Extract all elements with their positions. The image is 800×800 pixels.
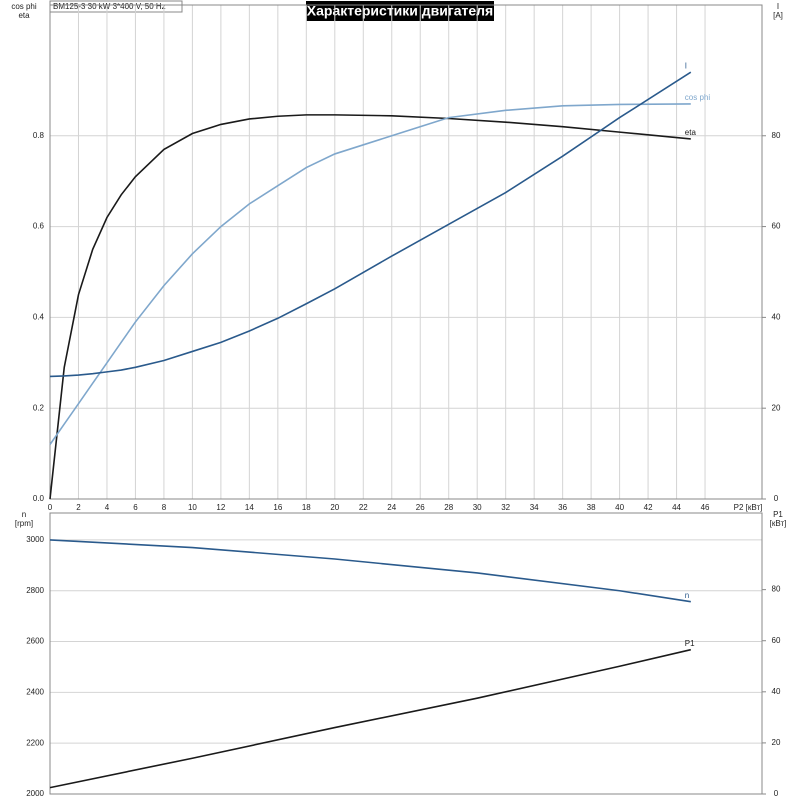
x-tick-label: 18 — [302, 503, 311, 512]
y2-axis-label: [кВт] — [770, 519, 787, 528]
x-tick-label: 32 — [501, 503, 510, 512]
x-tick-label: 0 — [48, 503, 53, 512]
x-tick-label: 34 — [530, 503, 539, 512]
title-box — [306, 1, 494, 21]
curve — [49, 71, 692, 378]
y2-tick-label: 20 — [772, 738, 781, 747]
plot-frame — [49, 512, 763, 795]
x-tick-label: 22 — [359, 503, 368, 512]
y-tick-label: 2400 — [26, 687, 44, 696]
y-tick-label: 2600 — [26, 637, 44, 646]
y-axis-label: [rpm] — [15, 519, 33, 528]
y-axis-label: cos phi — [11, 2, 37, 11]
y2-tick-label: 80 — [772, 585, 781, 594]
curve — [49, 648, 691, 789]
y2-tick-label: 80 — [772, 131, 781, 140]
x-tick-label: 20 — [330, 503, 339, 512]
y-tick-label: 0.6 — [33, 222, 45, 231]
series-label: n — [685, 591, 689, 600]
x-tick-label: 42 — [644, 503, 653, 512]
y-tick-label: 2000 — [26, 789, 44, 798]
x-tick-label: 2 — [76, 503, 81, 512]
plot-frame — [49, 4, 763, 500]
curve — [49, 103, 691, 445]
x-tick-label: 26 — [416, 503, 425, 512]
y-tick-label: 0.2 — [33, 403, 45, 412]
x-tick-label: 44 — [672, 503, 681, 512]
y2-tick-label: 0 — [774, 789, 779, 798]
x-tick-label: 38 — [587, 503, 596, 512]
y-tick-label: 0.0 — [33, 494, 45, 503]
y2-tick-label: 60 — [772, 636, 781, 645]
y2-axis-label: P1 — [773, 510, 783, 519]
y2-axis-label: I — [777, 2, 779, 11]
x-tick-label: 30 — [473, 503, 482, 512]
curve — [49, 539, 691, 603]
series-label: I — [685, 61, 687, 70]
x-axis-label: P2 [кВт] — [734, 503, 763, 512]
x-tick-label: 8 — [162, 503, 167, 512]
curve — [49, 114, 691, 500]
y-tick-label: 0.4 — [33, 312, 45, 321]
x-tick-label: 16 — [273, 503, 282, 512]
x-tick-label: 40 — [615, 503, 624, 512]
y2-tick-label: 20 — [772, 403, 781, 412]
x-tick-label: 14 — [245, 503, 254, 512]
x-tick-label: 4 — [105, 503, 110, 512]
subtitle: BM125-3 30 kW 3*400 V, 50 Hz — [53, 2, 166, 11]
x-tick-label: 28 — [444, 503, 453, 512]
series-label: eta — [685, 128, 697, 137]
y2-axis-label: [A] — [773, 11, 783, 20]
y2-tick-label: 60 — [772, 222, 781, 231]
x-tick-label: 46 — [701, 503, 710, 512]
series-label: P1 — [685, 639, 695, 648]
x-tick-label: 24 — [387, 503, 396, 512]
x-tick-label: 10 — [188, 503, 197, 512]
x-tick-label: 6 — [133, 503, 138, 512]
y2-tick-label: 0 — [774, 494, 779, 503]
x-tick-label: 36 — [558, 503, 567, 512]
series-label: cos phi — [685, 93, 711, 102]
y-tick-label: 2200 — [26, 738, 44, 747]
y-axis-label: n — [22, 510, 26, 519]
y-tick-label: 2800 — [26, 586, 44, 595]
y-tick-label: 0.8 — [33, 131, 45, 140]
y-axis-label: eta — [18, 11, 30, 20]
x-tick-label: 12 — [216, 503, 225, 512]
y-tick-label: 3000 — [26, 535, 44, 544]
y2-tick-label: 40 — [772, 312, 781, 321]
chart-title: Характеристики двигателя — [307, 3, 493, 19]
y2-tick-label: 40 — [772, 687, 781, 696]
